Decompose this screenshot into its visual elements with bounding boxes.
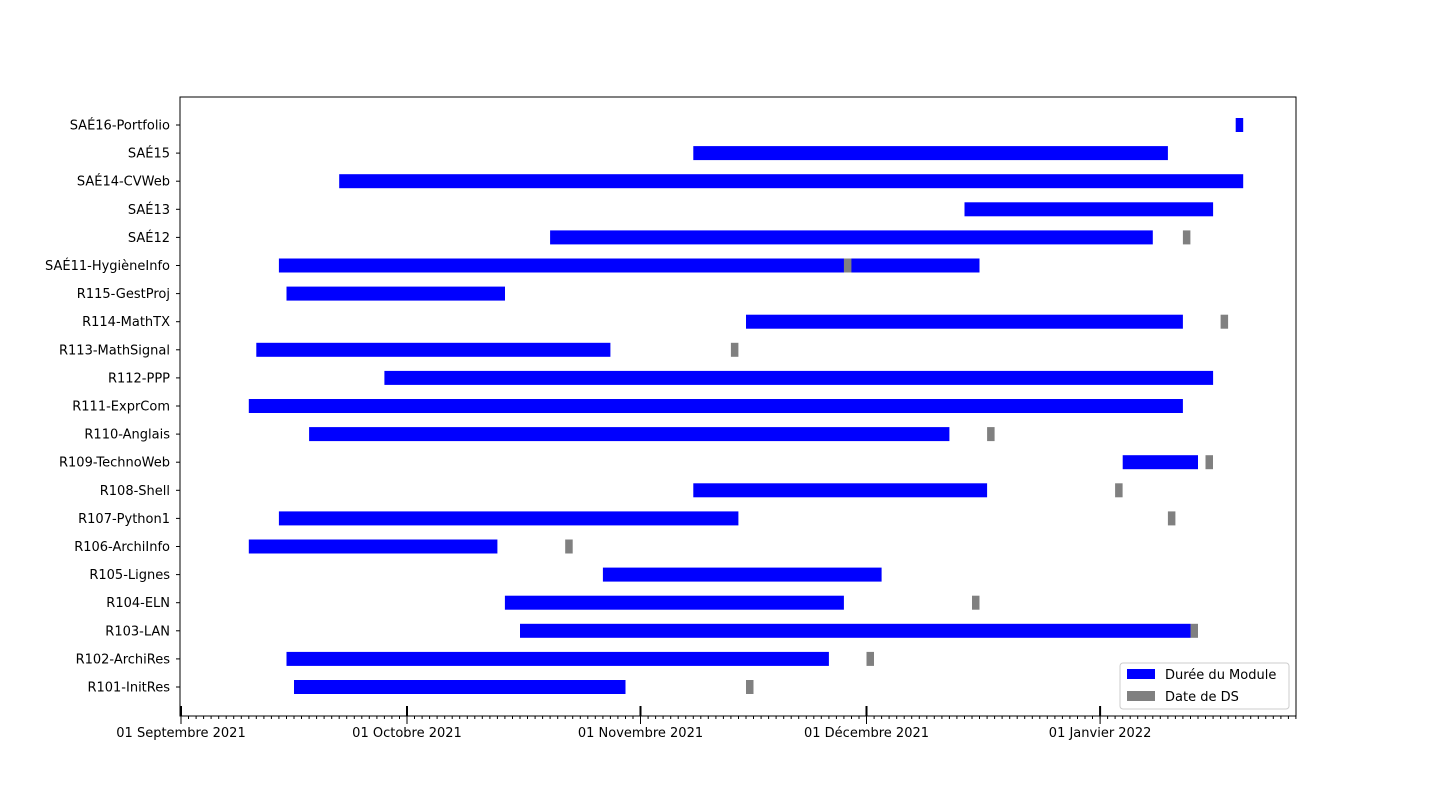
y-tick-label: R112-PPP: [108, 371, 170, 386]
x-tick-label: 01 Janvier 2022: [1049, 726, 1152, 741]
x-tick-label: 01 Octobre 2021: [352, 726, 462, 741]
y-tick-label: SAÉ16-Portfolio: [70, 118, 170, 134]
y-tick-label: R110-Anglais: [84, 428, 170, 443]
y-tick-label: R107-Python1: [78, 512, 170, 527]
ds-mark: [1167, 511, 1176, 526]
duration-bar: [964, 202, 1214, 217]
y-tick-label: R104-ELN: [106, 596, 170, 611]
x-tick-label: 01 Novembre 2021: [578, 726, 703, 741]
y-tick-label: R115-GestProj: [77, 287, 170, 302]
y-tick-label: R109-TechnoWeb: [59, 456, 170, 471]
y-tick-label: R111-ExprCom: [72, 400, 170, 415]
duration-bar: [1235, 118, 1244, 132]
duration-bar: [278, 511, 739, 526]
y-tick-label: R113-MathSignal: [59, 343, 170, 358]
y-tick-label: R114-MathTX: [82, 315, 170, 330]
duration-bar: [286, 651, 829, 666]
ds-mark: [565, 539, 573, 554]
duration-bar: [1122, 455, 1198, 470]
ds-mark: [1205, 455, 1213, 470]
duration-bar: [520, 623, 1191, 638]
duration-bar: [504, 595, 844, 610]
x-tick-label: 01 Septembre 2021: [116, 726, 245, 741]
y-tick-label: SAÉ13: [128, 202, 170, 218]
y-tick-label: SAÉ14-CVWeb: [77, 174, 170, 190]
y-tick-label: R101-InitRes: [87, 681, 170, 696]
ds-mark: [972, 595, 980, 610]
duration-bar: [693, 483, 988, 498]
legend-label-duration: Durée du Module: [1165, 668, 1276, 683]
duration-bar: [384, 370, 1214, 385]
y-axis: R101-InitRes R102-ArchiRes R103-LAN R104-EL…: [45, 118, 180, 696]
y-tick-label: SAÉ15: [128, 146, 170, 162]
bars-layer: [248, 118, 1244, 694]
duration-bar: [339, 174, 1244, 189]
x-axis: 01 Septembre 2021 01 Octobre 2021 01 Novem…: [116, 706, 1297, 741]
duration-bar: [746, 314, 1183, 329]
legend-label-ds: Date de DS: [1165, 690, 1239, 705]
legend-swatch-duration: [1127, 669, 1155, 679]
duration-bar: [248, 539, 498, 554]
y-tick-label: R105-Lignes: [89, 568, 170, 583]
duration-bar: [286, 286, 505, 301]
ds-mark: [730, 342, 739, 357]
ds-mark: [1115, 483, 1123, 498]
y-tick-label: SAÉ11-HygièneInfo: [45, 258, 170, 274]
duration-bar: [256, 342, 611, 357]
legend: Durée du Module Date de DS: [1119, 662, 1290, 710]
ds-mark: [1190, 623, 1198, 638]
legend-swatch-ds: [1127, 691, 1155, 701]
ds-mark: [1220, 314, 1229, 329]
duration-bar: [693, 146, 1168, 161]
duration-bar: [550, 230, 1153, 245]
duration-bar: [309, 427, 950, 442]
ds-mark: [866, 651, 874, 666]
y-tick-label: R103-LAN: [105, 624, 170, 639]
y-tick-label: R102-ArchiRes: [76, 652, 171, 667]
ds-mark: [746, 680, 754, 694]
ds-mark: [843, 258, 852, 273]
ds-marks-layer: [565, 230, 1229, 694]
duration-bar: [278, 258, 980, 273]
legend-box: [1119, 662, 1290, 710]
duration-bar: [294, 680, 626, 694]
y-tick-label: SAÉ12: [128, 230, 170, 246]
ds-mark: [987, 427, 995, 442]
ds-mark: [1182, 230, 1191, 245]
y-tick-label: R106-ArchiInfo: [74, 540, 170, 555]
duration-bar: [248, 399, 1183, 413]
x-tick-label: 01 Décembre 2021: [804, 726, 929, 741]
duration-bar: [602, 567, 882, 582]
y-tick-label: R108-Shell: [100, 484, 170, 499]
